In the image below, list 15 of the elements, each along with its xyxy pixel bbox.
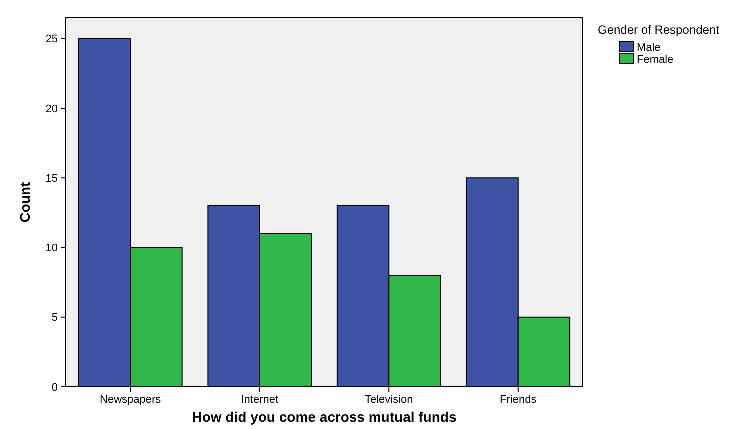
y-axis-title: Count — [17, 182, 33, 223]
x-tick-label: Friends — [500, 394, 538, 406]
y-tick-label: 10 — [46, 242, 58, 255]
x-tick-label: Internet — [241, 394, 279, 406]
x-axis-title: How did you come across mutual funds — [192, 409, 457, 425]
x-tick-label: Television — [364, 394, 414, 406]
y-tick-label: 20 — [46, 103, 58, 116]
y-tick-label: 25 — [46, 34, 58, 46]
y-tick-label: 5 — [52, 312, 58, 324]
x-tick-label: Newspapers — [100, 394, 162, 406]
legend-label: Female — [637, 54, 674, 66]
y-tick-label: 0 — [52, 382, 58, 394]
y-tick-label: 15 — [46, 172, 58, 185]
legend-title: Gender of Respondent — [598, 23, 720, 37]
legend-label: Male — [637, 42, 661, 54]
